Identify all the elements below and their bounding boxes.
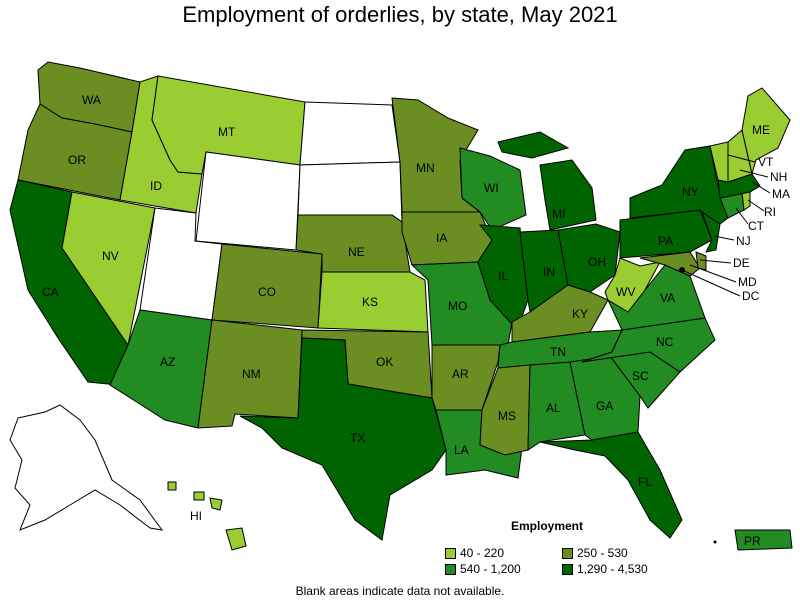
label-nj: NJ bbox=[736, 234, 751, 248]
label-ga: GA bbox=[596, 399, 613, 413]
label-id: ID bbox=[150, 179, 162, 193]
label-mn: MN bbox=[416, 161, 435, 175]
label-nm: NM bbox=[242, 367, 261, 381]
legend-item-4: 1,290 - 4,530 bbox=[562, 562, 648, 576]
label-hi: HI bbox=[190, 509, 202, 523]
state-wy bbox=[195, 151, 301, 251]
state-wi bbox=[459, 147, 527, 231]
label-ny: NY bbox=[682, 185, 699, 199]
legend-label-4: 1,290 - 4,530 bbox=[577, 562, 648, 576]
legend-label-1: 40 - 220 bbox=[460, 546, 505, 560]
state-sd bbox=[297, 161, 403, 223]
label-al: AL bbox=[546, 401, 561, 415]
legend-swatch-4 bbox=[562, 563, 573, 575]
state-me bbox=[741, 87, 791, 175]
label-nc: NC bbox=[656, 335, 674, 349]
legend-swatch-2 bbox=[562, 547, 573, 559]
footnote: Blank areas indicate data not available. bbox=[295, 584, 505, 598]
label-wi: WI bbox=[484, 181, 499, 195]
territory-pr bbox=[734, 529, 793, 551]
legend-label-3: 540 - 1,200 bbox=[460, 562, 521, 576]
label-il: IL bbox=[498, 269, 508, 283]
label-dc: DC bbox=[742, 289, 760, 303]
label-nh: NH bbox=[770, 170, 787, 184]
state-al bbox=[527, 361, 586, 451]
label-az: AZ bbox=[160, 355, 175, 369]
legend-item-2: 250 - 530 bbox=[562, 546, 628, 560]
state-ak bbox=[9, 404, 164, 531]
label-sc: SC bbox=[632, 369, 649, 383]
map-title: Employment of orderlies, by state, May 2… bbox=[182, 2, 618, 27]
label-tn: TN bbox=[550, 345, 566, 359]
label-ri: RI bbox=[764, 205, 776, 219]
label-ia: IA bbox=[436, 231, 447, 245]
legend-label-2: 250 - 530 bbox=[577, 546, 628, 560]
state-tx bbox=[239, 337, 447, 541]
callout-lines bbox=[681, 154, 771, 297]
label-me: ME bbox=[752, 123, 770, 137]
label-ct: CT bbox=[748, 219, 765, 233]
legend-item-3: 540 - 1,200 bbox=[445, 562, 521, 576]
state-mi bbox=[497, 131, 597, 231]
label-pr: PR bbox=[744, 534, 761, 548]
label-md: MD bbox=[738, 275, 757, 289]
label-ar: AR bbox=[452, 367, 469, 381]
label-ky: KY bbox=[572, 307, 588, 321]
label-co: CO bbox=[258, 285, 276, 299]
legend-item-1: 40 - 220 bbox=[445, 546, 504, 560]
label-oh: OH bbox=[588, 255, 606, 269]
label-va: VA bbox=[660, 291, 675, 305]
label-wa: WA bbox=[82, 93, 101, 107]
legend-title: Employment bbox=[511, 519, 584, 533]
label-mo: MO bbox=[448, 299, 467, 313]
label-nv: NV bbox=[102, 249, 119, 263]
pr-island-dot bbox=[713, 540, 717, 544]
label-ca: CA bbox=[42, 285, 59, 299]
label-ma: MA bbox=[772, 187, 790, 201]
legend-swatch-3 bbox=[445, 563, 456, 575]
state-nv bbox=[61, 191, 156, 347]
label-pa: PA bbox=[658, 234, 673, 248]
label-ok: OK bbox=[376, 355, 393, 369]
state-hi bbox=[167, 481, 247, 551]
state-de bbox=[695, 251, 707, 271]
label-wv: WV bbox=[616, 285, 635, 299]
label-mi: MI bbox=[552, 207, 565, 221]
label-in: IN bbox=[543, 265, 555, 279]
state-ks bbox=[317, 271, 429, 333]
label-mt: MT bbox=[218, 125, 236, 139]
legend-swatch-1 bbox=[445, 547, 456, 559]
label-fl: FL bbox=[638, 475, 652, 489]
label-ne: NE bbox=[348, 245, 365, 259]
label-or: OR bbox=[68, 153, 86, 167]
state-nd bbox=[299, 101, 401, 166]
label-ks: KS bbox=[362, 295, 378, 309]
label-ms: MS bbox=[498, 409, 516, 423]
label-vt: VT bbox=[758, 155, 774, 169]
state-fl bbox=[539, 431, 683, 539]
label-tx: TX bbox=[350, 431, 365, 445]
label-de: DE bbox=[733, 256, 750, 270]
label-la: LA bbox=[454, 443, 469, 457]
state-nc bbox=[581, 317, 716, 373]
